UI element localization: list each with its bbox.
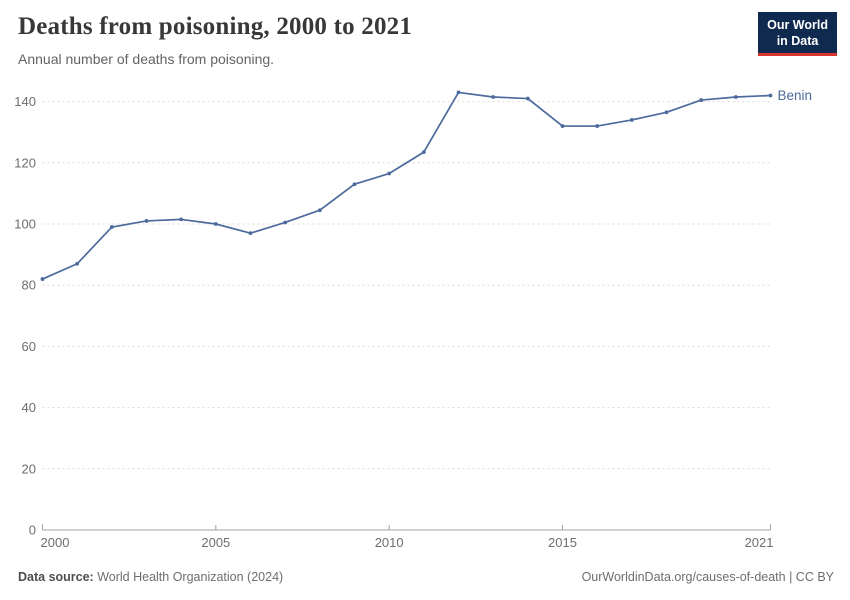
chart-footer: Data source: World Health Organization (… xyxy=(0,567,850,593)
x-tick-label-2015: 2015 xyxy=(548,535,577,550)
y-tick-label-0: 0 xyxy=(29,523,36,538)
x-tick-label-2005: 2005 xyxy=(201,535,230,550)
page-title: Deaths from poisoning, 2000 to 2021 xyxy=(18,13,413,40)
data-point-benin-2003 xyxy=(144,219,149,223)
data-point-benin-2016 xyxy=(595,124,600,128)
data-point-benin-2007 xyxy=(283,220,288,225)
x-tick-label-2010: 2010 xyxy=(375,535,404,550)
y-tick-label-80: 80 xyxy=(22,278,36,293)
data-point-benin-2011 xyxy=(421,150,426,154)
series-label-benin: Benin xyxy=(778,88,813,103)
owid-logo: Our World in Data xyxy=(758,12,837,56)
data-point-benin-2021 xyxy=(768,93,773,98)
data-point-benin-2005 xyxy=(213,222,218,226)
data-point-benin-2013 xyxy=(491,95,496,99)
y-tick-label-40: 40 xyxy=(22,400,36,415)
data-point-benin-2006 xyxy=(248,231,253,236)
y-tick-label-140: 140 xyxy=(14,94,36,109)
data-point-benin-2018 xyxy=(664,110,669,115)
chart-subtitle: Annual number of deaths from poisoning. xyxy=(18,51,275,67)
data-point-benin-2001 xyxy=(75,261,80,266)
y-tick-label-120: 120 xyxy=(14,155,36,170)
y-tick-label-60: 60 xyxy=(22,339,36,354)
data-source-text: World Health Organization (2024) xyxy=(93,570,284,584)
data-point-benin-2002 xyxy=(109,225,114,229)
data-point-benin-2017 xyxy=(629,118,634,122)
data-point-benin-2020 xyxy=(733,95,738,99)
data-point-benin-2019 xyxy=(699,98,704,102)
data-source-note: Data source: World Health Organization (… xyxy=(18,570,283,584)
data-point-benin-2015 xyxy=(560,124,565,128)
data-point-benin-2008 xyxy=(317,208,322,213)
data-source-label: Data source: xyxy=(18,570,94,584)
data-point-benin-2000 xyxy=(40,277,45,281)
data-point-benin-2012 xyxy=(456,90,461,95)
y-tick-label-20: 20 xyxy=(22,461,36,476)
owid-logo-line1: Our World xyxy=(767,18,828,32)
y-tick-label-100: 100 xyxy=(14,217,36,232)
data-point-benin-2014 xyxy=(525,96,530,101)
line-chart: 0 20 40 60 80 100 120 140 2000 2005 2010 2015 2021 Be… xyxy=(0,70,850,570)
data-point-benin-2009 xyxy=(352,182,357,187)
x-tick-label-2000: 2000 xyxy=(41,535,70,550)
series-line-benin xyxy=(41,91,772,280)
credit-link: OurWorldinData.org/causes-of-death | CC … xyxy=(581,570,834,584)
owid-logo-line2: in Data xyxy=(776,34,819,49)
data-point-benin-2004 xyxy=(179,217,184,222)
line-chart-canvas: 0 20 40 60 80 100 120 140 2000 2005 2010 2015 2021 Be… xyxy=(14,88,813,550)
data-point-benin-2010 xyxy=(387,171,392,176)
x-tick-label-2021: 2021 xyxy=(745,535,774,550)
